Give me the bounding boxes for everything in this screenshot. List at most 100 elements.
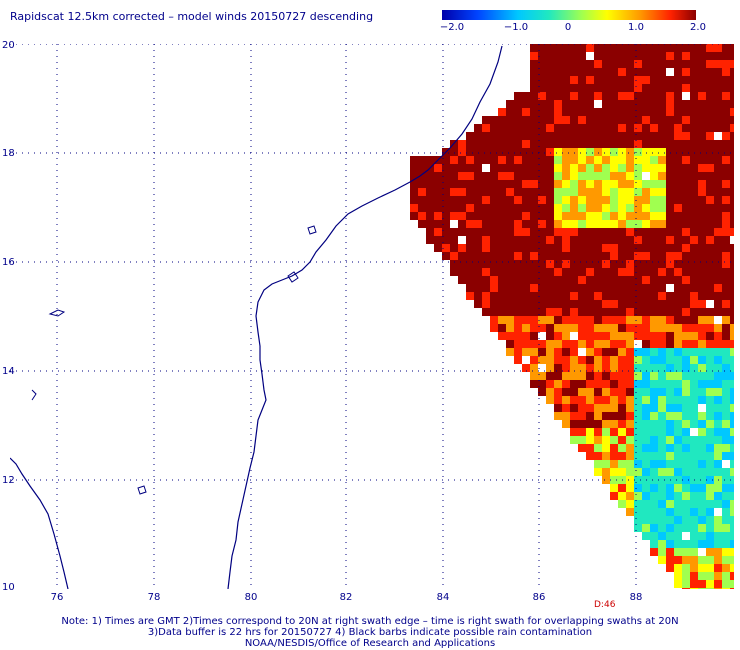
data-cell: [690, 420, 698, 428]
data-cell: [610, 92, 618, 100]
data-cell: [506, 196, 514, 204]
data-cell: [570, 380, 578, 388]
data-cell: [602, 100, 610, 108]
data-cell: [578, 116, 586, 124]
data-cell: [546, 308, 554, 316]
data-cell: [506, 316, 514, 324]
data-cell: [562, 308, 570, 316]
data-cell: [514, 140, 522, 148]
data-cell: [450, 196, 458, 204]
data-cell: [466, 148, 474, 156]
data-cell: [482, 116, 490, 124]
data-cell: [602, 44, 610, 52]
data-cell: [602, 180, 610, 188]
data-cell: [562, 108, 570, 116]
data-cell: [650, 492, 658, 500]
data-cell: [506, 172, 514, 180]
data-cell: [706, 188, 714, 196]
data-cell: [618, 100, 626, 108]
data-cell: [602, 356, 610, 364]
data-cell: [570, 364, 578, 372]
data-cell: [546, 316, 554, 324]
data-cell: [602, 396, 610, 404]
data-cell: [538, 252, 546, 260]
data-cell: [498, 164, 506, 172]
data-cell: [538, 84, 546, 92]
data-cell: [690, 300, 698, 308]
data-cell: [658, 148, 666, 156]
data-cell: [650, 380, 658, 388]
data-cell: [666, 420, 674, 428]
data-cell: [730, 124, 734, 132]
data-cell: [714, 116, 722, 124]
data-cell: [602, 476, 610, 484]
data-cell: [722, 116, 730, 124]
data-cell: [706, 108, 714, 116]
data-cell: [650, 372, 658, 380]
data-cell: [682, 236, 690, 244]
data-cell: [602, 292, 610, 300]
data-cell: [682, 276, 690, 284]
data-cell: [466, 156, 474, 164]
data-cell: [650, 484, 658, 492]
data-cell: [634, 308, 642, 316]
data-cell: [682, 340, 690, 348]
data-cell: [546, 180, 554, 188]
data-cell: [730, 364, 734, 372]
data-cell: [650, 44, 658, 52]
data-cell: [634, 380, 642, 388]
data-cell: [642, 196, 650, 204]
data-cell: [450, 180, 458, 188]
data-cell: [642, 236, 650, 244]
data-cell: [706, 444, 714, 452]
data-cell: [634, 196, 642, 204]
data-cell: [530, 308, 538, 316]
data-cell: [570, 156, 578, 164]
data-cell: [658, 100, 666, 108]
data-cell: [466, 188, 474, 196]
data-cell: [618, 356, 626, 364]
data-cell: [658, 340, 666, 348]
data-cell: [586, 124, 594, 132]
data-cell: [562, 140, 570, 148]
data-cell: [730, 204, 734, 212]
data-cell: [626, 284, 634, 292]
data-cell: [666, 548, 674, 556]
data-cell: [562, 100, 570, 108]
data-cell: [650, 140, 658, 148]
data-cell: [674, 580, 682, 588]
data-cell: [594, 300, 602, 308]
data-cell: [554, 148, 562, 156]
data-cell: [530, 268, 538, 276]
data-cell: [666, 172, 674, 180]
data-cell: [482, 172, 490, 180]
data-cell: [586, 356, 594, 364]
data-cell: [682, 140, 690, 148]
data-cell: [506, 116, 514, 124]
data-cell: [538, 124, 546, 132]
data-cell: [722, 44, 730, 52]
data-cell: [610, 420, 618, 428]
data-cell: [706, 236, 714, 244]
data-cell: [722, 348, 730, 356]
data-cell: [602, 204, 610, 212]
data-cell: [690, 108, 698, 116]
data-cell: [642, 52, 650, 60]
data-cell: [538, 308, 546, 316]
data-cell: [618, 156, 626, 164]
data-cell: [530, 252, 538, 260]
data-cell: [722, 204, 730, 212]
data-cell: [586, 92, 594, 100]
data-cell: [474, 252, 482, 260]
data-cell: [546, 372, 554, 380]
data-cell: [554, 68, 562, 76]
data-cell: [650, 60, 658, 68]
data-cell: [730, 348, 734, 356]
data-cell: [522, 268, 530, 276]
data-cell: [410, 196, 418, 204]
data-cell: [658, 196, 666, 204]
data-cell: [682, 244, 690, 252]
data-cell: [698, 308, 706, 316]
island-3: [137, 485, 147, 495]
data-cell: [714, 284, 722, 292]
